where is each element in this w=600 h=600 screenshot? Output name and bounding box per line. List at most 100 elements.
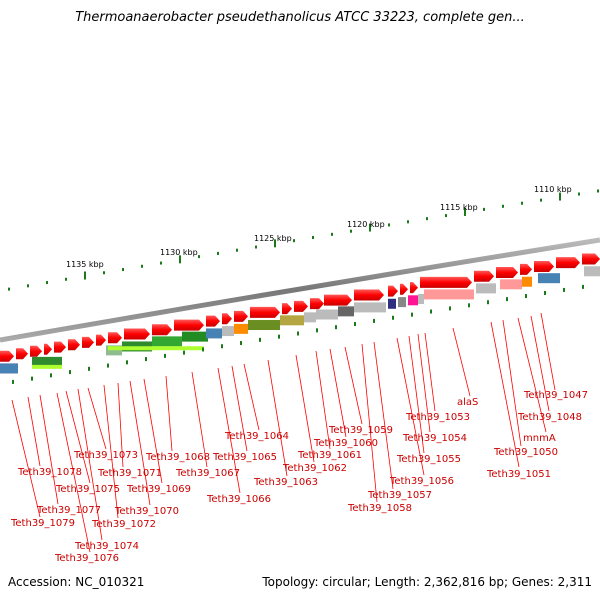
gene-arrow bbox=[206, 315, 220, 327]
label-line bbox=[344, 346, 363, 425]
gene-arrow bbox=[30, 345, 42, 357]
scale-tick bbox=[65, 277, 67, 281]
gene-label: Teth39_1077 bbox=[36, 505, 101, 516]
scale-tick bbox=[46, 281, 48, 285]
scale-tick bbox=[141, 264, 143, 268]
gene-label: Teth39_1059 bbox=[328, 425, 393, 436]
minor-ticks bbox=[12, 284, 584, 384]
minor-tick bbox=[468, 303, 470, 308]
scale-tick bbox=[103, 271, 105, 275]
gene-label: Teth39_1078 bbox=[17, 467, 82, 478]
cog-bar bbox=[32, 364, 62, 369]
scale-tick bbox=[217, 251, 219, 255]
gene-label: Teth39_1062 bbox=[282, 463, 347, 474]
map-title: Thermoanaerobacter pseudethanolicus ATCC… bbox=[75, 10, 525, 25]
minor-tick bbox=[50, 373, 52, 378]
cog-bar bbox=[280, 315, 304, 326]
gene-arrow bbox=[44, 343, 52, 355]
gene-arrow bbox=[388, 285, 398, 297]
minor-tick bbox=[297, 331, 299, 336]
label-line bbox=[517, 317, 547, 433]
label-line bbox=[329, 348, 347, 438]
gene-arrow bbox=[250, 306, 280, 318]
cog-bar bbox=[316, 309, 338, 320]
scale-tick bbox=[84, 271, 86, 280]
minor-tick bbox=[544, 290, 546, 295]
scale-tick bbox=[198, 255, 200, 259]
kbp-label-1125: 1125 kbp bbox=[254, 234, 292, 243]
scale-tick bbox=[464, 207, 466, 216]
scale-tick bbox=[388, 223, 390, 227]
label-line bbox=[191, 371, 208, 468]
cog-bar bbox=[522, 276, 532, 287]
scale-tick bbox=[122, 268, 124, 272]
label-line bbox=[417, 333, 431, 433]
gene-arrow bbox=[174, 319, 204, 331]
gene-arrow bbox=[474, 270, 494, 282]
label-line bbox=[231, 365, 248, 452]
gene-arrow bbox=[400, 283, 408, 295]
gene-arrow bbox=[16, 348, 28, 360]
gene-label: mnmA bbox=[523, 433, 556, 444]
cog-bars bbox=[0, 266, 600, 374]
gene-label: Teth39_1074 bbox=[74, 541, 139, 552]
gene-label: Teth39_1072 bbox=[91, 519, 156, 530]
minor-tick bbox=[202, 347, 204, 352]
label-line bbox=[87, 387, 107, 450]
label-line bbox=[77, 388, 103, 541]
scale-tick bbox=[578, 192, 580, 196]
gene-arrow bbox=[96, 334, 106, 346]
kbp-label-1130: 1130 kbp bbox=[160, 248, 198, 257]
label-line bbox=[243, 363, 260, 431]
label-line bbox=[452, 327, 471, 397]
minor-tick bbox=[69, 370, 71, 375]
gene-arrow bbox=[520, 263, 532, 275]
gene-label: Teth39_1076 bbox=[54, 553, 119, 564]
gene-labels: Teth39_1047 Teth39_1048 mnmA Teth39_1050… bbox=[10, 390, 588, 564]
gene-label: Teth39_1064 bbox=[224, 431, 289, 442]
gene-label: Teth39_1055 bbox=[396, 454, 461, 465]
scale-tick bbox=[445, 214, 447, 218]
gene-arrow bbox=[152, 324, 172, 336]
scale-tick bbox=[521, 201, 523, 205]
minor-tick bbox=[240, 341, 242, 346]
scale-tick bbox=[236, 248, 238, 252]
cog-bar bbox=[304, 312, 316, 323]
scale-ticks bbox=[8, 189, 599, 291]
minor-tick bbox=[278, 334, 280, 339]
kbp-label-1110: 1110 kbp bbox=[534, 185, 572, 194]
gene-label: Teth39_1071 bbox=[97, 468, 162, 479]
kbp-label-1115: 1115 kbp bbox=[440, 203, 478, 212]
gene-label: alaS bbox=[457, 397, 478, 408]
label-line bbox=[295, 354, 315, 463]
gene-label: Teth39_1048 bbox=[517, 412, 582, 423]
kbp-label-1120: 1120 kbp bbox=[347, 220, 385, 229]
scale-tick bbox=[559, 192, 561, 201]
label-line bbox=[129, 380, 151, 506]
cog-bar bbox=[106, 345, 122, 356]
gene-arrow bbox=[410, 282, 418, 294]
scale-tick bbox=[407, 220, 409, 224]
gene-arrow bbox=[68, 339, 80, 351]
minor-tick bbox=[373, 318, 375, 323]
label-line bbox=[267, 359, 288, 477]
gene-arrow bbox=[222, 313, 232, 325]
gene-arrow bbox=[310, 298, 324, 310]
gene-label: Teth39_1070 bbox=[114, 506, 179, 517]
cog-bar bbox=[152, 336, 182, 347]
scale-tick bbox=[255, 245, 257, 249]
label-line bbox=[408, 335, 425, 454]
gene-arrow bbox=[420, 276, 472, 288]
scale-tick bbox=[274, 239, 276, 248]
label-line bbox=[39, 394, 59, 505]
scale-tick bbox=[27, 284, 29, 288]
minor-tick bbox=[183, 350, 185, 355]
minor-tick bbox=[31, 376, 33, 381]
gene-label: Teth39_1063 bbox=[253, 477, 318, 488]
cog-bar bbox=[476, 283, 496, 294]
gene-label: Teth39_1054 bbox=[402, 433, 467, 444]
label-line bbox=[65, 390, 91, 484]
gene-label: Teth39_1065 bbox=[212, 452, 277, 463]
gene-label: Teth39_1051 bbox=[486, 469, 551, 480]
cog-bar bbox=[398, 297, 406, 308]
